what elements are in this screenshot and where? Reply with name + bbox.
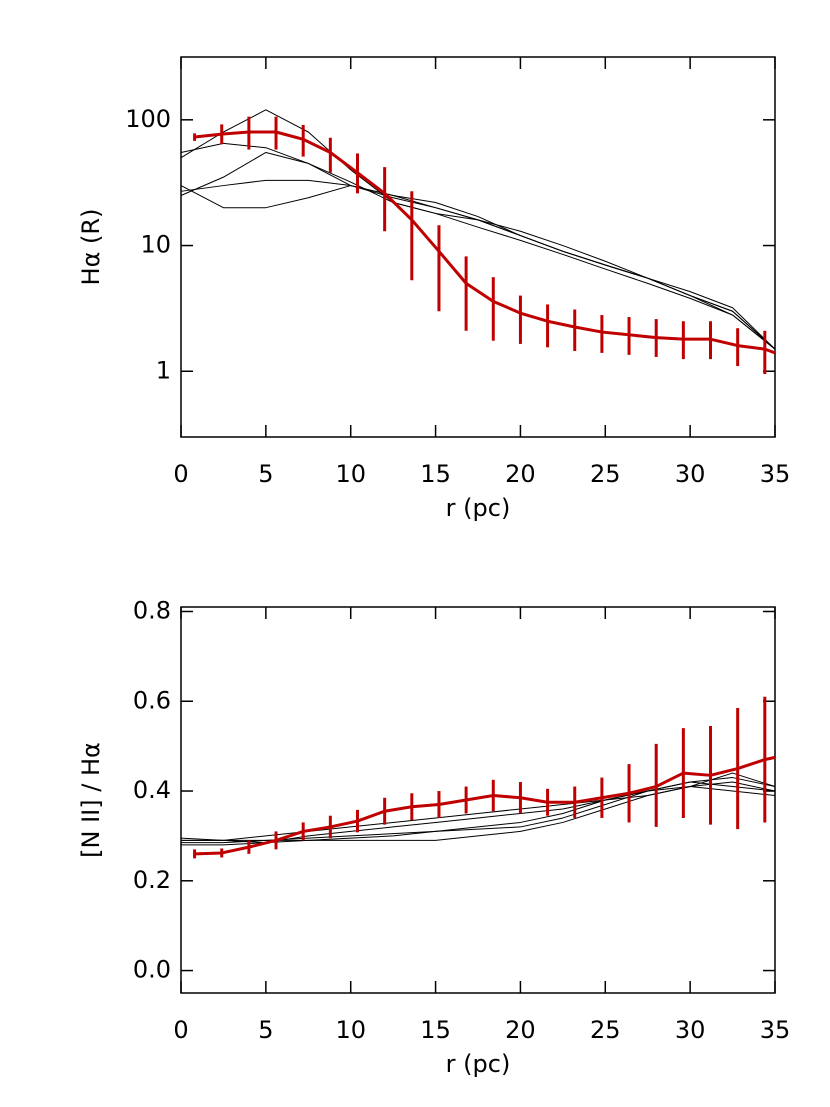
y-axis-label: [N II] / Hα xyxy=(77,742,105,858)
x-tick-label: 5 xyxy=(258,1016,273,1044)
profile-line xyxy=(180,142,776,350)
profile-line xyxy=(181,772,776,841)
y-tick-label: 10 xyxy=(140,231,171,259)
profile-line xyxy=(180,151,776,350)
y-tick-label: 0.4 xyxy=(133,776,171,804)
y-tick-label: 0.8 xyxy=(133,596,171,624)
y-tick-label: 0.6 xyxy=(133,686,171,714)
x-tick-label: 25 xyxy=(590,460,621,488)
mean-profile-line xyxy=(194,755,776,856)
x-tick-label: 10 xyxy=(335,1016,366,1044)
mean-profile-line xyxy=(194,130,776,355)
y-tick-label: 100 xyxy=(125,105,171,133)
profile-line xyxy=(180,179,776,350)
profile-line xyxy=(180,185,776,350)
x-tick-label: 15 xyxy=(420,460,451,488)
plot-frame xyxy=(180,56,776,438)
profile-line xyxy=(180,786,776,844)
plot-frame xyxy=(180,606,776,994)
x-tick-label: 35 xyxy=(760,1016,791,1044)
x-tick-label: 10 xyxy=(335,460,366,488)
x-tick-label: 35 xyxy=(760,460,791,488)
profile-line xyxy=(180,109,776,350)
x-tick-label: 20 xyxy=(505,1016,536,1044)
profile-line xyxy=(181,781,776,844)
y-axis-label: Hα (R) xyxy=(77,209,105,286)
x-tick-label: 0 xyxy=(173,1016,188,1044)
x-tick-label: 0 xyxy=(173,460,188,488)
x-tick-label: 25 xyxy=(590,1016,621,1044)
x-tick-label: 30 xyxy=(675,460,706,488)
x-axis-label: r (pc) xyxy=(446,494,511,522)
x-tick-label: 15 xyxy=(420,1016,451,1044)
y-tick-label: 1 xyxy=(156,356,171,384)
y-tick-label: 0.0 xyxy=(133,956,171,984)
x-tick-label: 30 xyxy=(675,1016,706,1044)
x-axis-label: r (pc) xyxy=(446,1050,511,1078)
x-tick-label: 20 xyxy=(505,460,536,488)
x-tick-label: 5 xyxy=(258,460,273,488)
y-tick-label: 0.2 xyxy=(133,866,171,894)
profile-line xyxy=(181,781,776,841)
